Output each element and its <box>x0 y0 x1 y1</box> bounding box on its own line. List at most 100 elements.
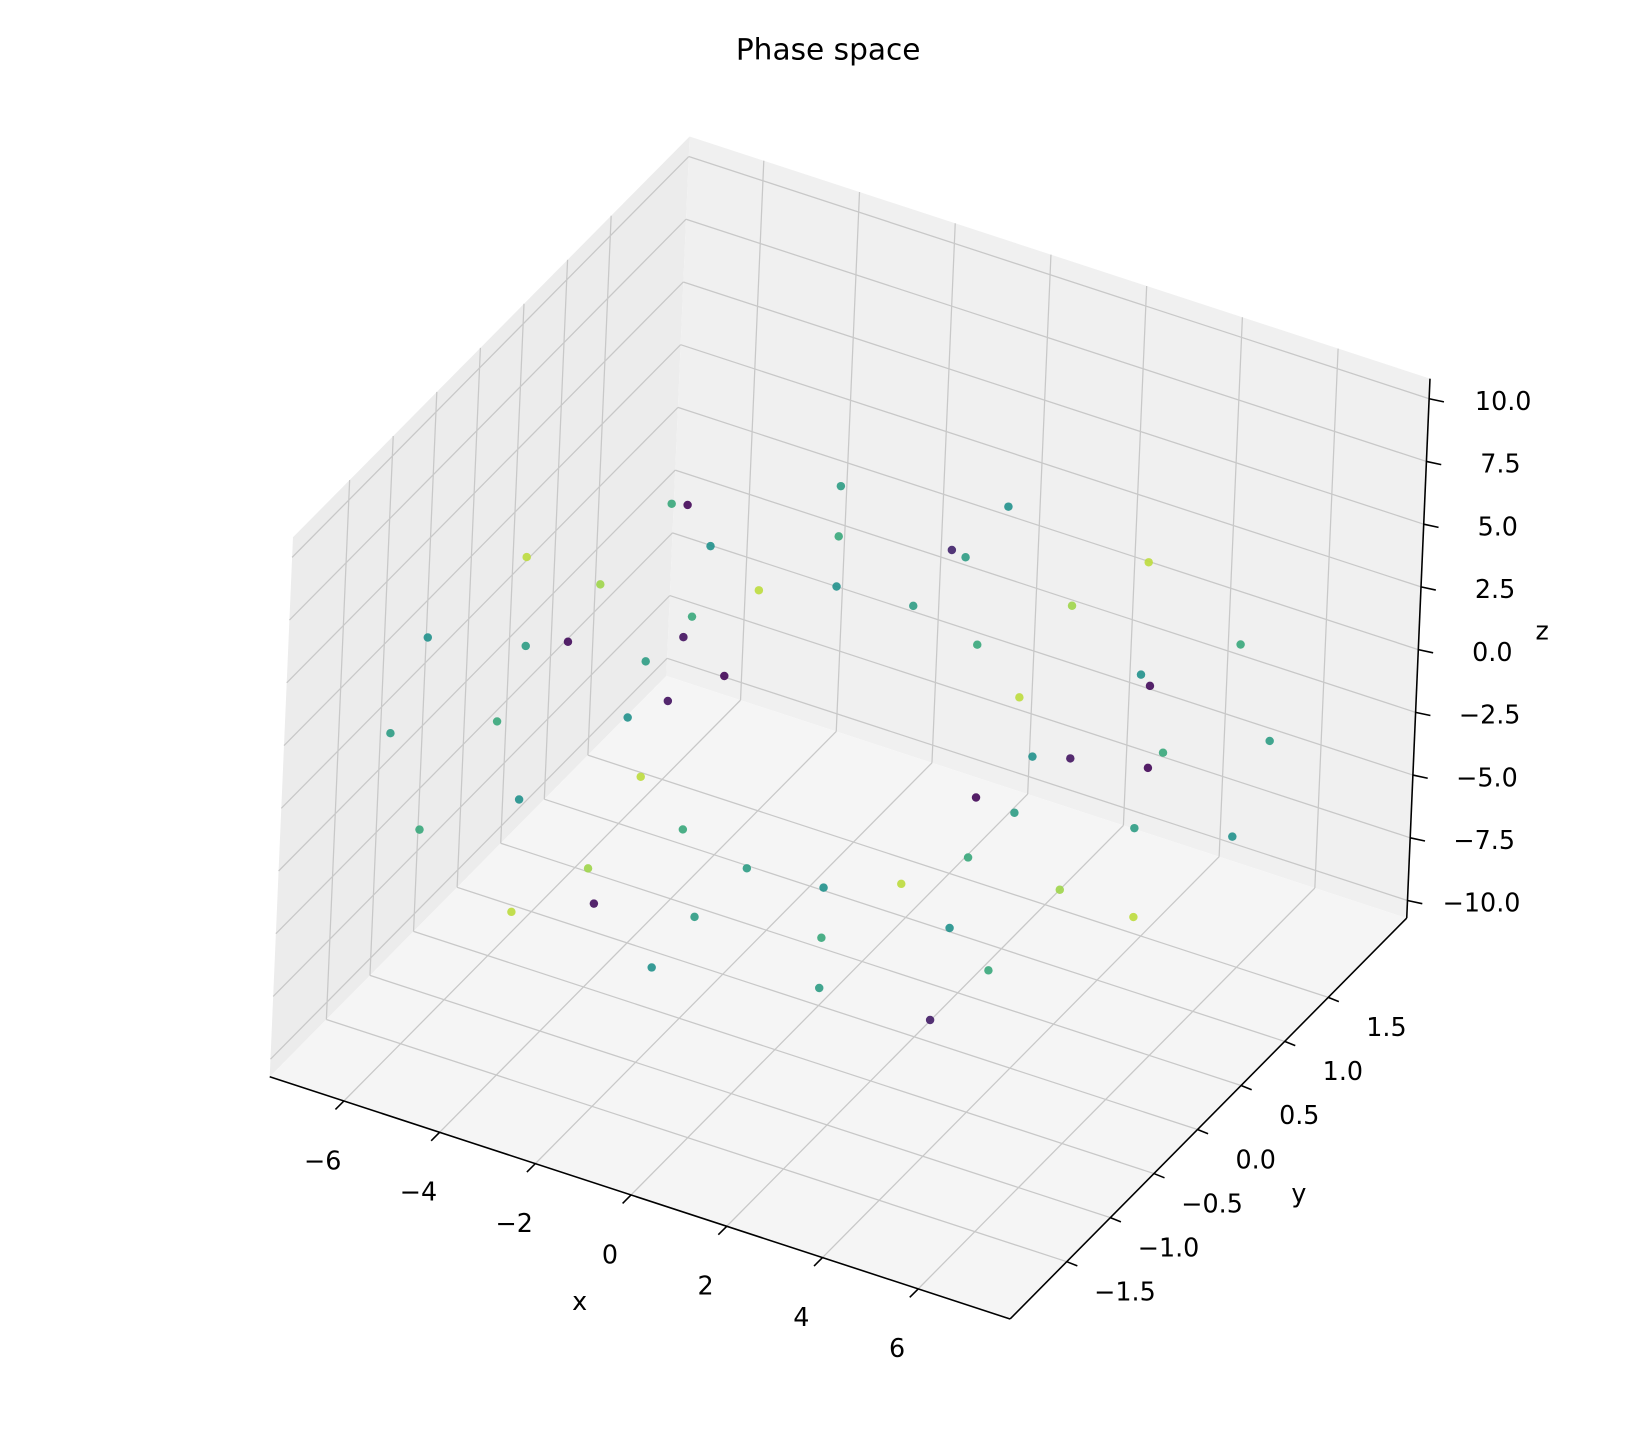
point <box>973 640 982 649</box>
z-tick-mark <box>1423 523 1439 529</box>
y-tick-label: −0.5 <box>1181 1188 1243 1218</box>
grid-line <box>270 657 668 1060</box>
grid-line <box>683 281 1424 525</box>
y-tick-mark <box>1110 1216 1122 1223</box>
point <box>1129 912 1138 922</box>
point <box>897 879 906 889</box>
x-tick-mark <box>717 1225 728 1236</box>
x-tick-mark <box>622 1194 632 1204</box>
point <box>596 580 605 589</box>
point <box>1067 601 1077 610</box>
point <box>667 499 676 509</box>
x-tick-mark <box>813 1257 824 1267</box>
grid-line <box>439 731 837 1133</box>
y-tick-mark <box>1066 1260 1078 1267</box>
point <box>984 966 993 975</box>
point <box>522 552 531 562</box>
point <box>423 633 433 642</box>
point <box>814 983 824 993</box>
grid-line <box>283 344 682 746</box>
point <box>1143 763 1153 773</box>
z-axis-line <box>1405 378 1431 919</box>
grid-line <box>369 435 394 976</box>
grid-line <box>675 469 1416 713</box>
grid-line <box>672 532 1414 776</box>
point <box>386 728 395 738</box>
point <box>720 671 729 681</box>
point <box>925 1015 935 1025</box>
point <box>521 641 530 651</box>
point <box>1055 885 1065 894</box>
z-tick-mark <box>1420 586 1436 591</box>
grid-line <box>291 156 690 558</box>
grid-line <box>917 887 1316 1290</box>
z-tick-mark <box>1412 774 1428 780</box>
x-axis-line <box>269 1075 1011 1320</box>
grid-line <box>286 281 684 684</box>
z-tick-label: −2.5 <box>1459 700 1521 730</box>
grid-line <box>280 406 679 809</box>
grid-line <box>278 469 676 872</box>
x-tick-label: −4 <box>400 1177 437 1207</box>
point <box>647 963 656 972</box>
point <box>945 923 954 933</box>
point <box>415 825 424 834</box>
point <box>507 907 516 917</box>
grid-line <box>326 1018 1067 1263</box>
z-tick-label: 7.5 <box>1480 449 1520 479</box>
point <box>1145 681 1155 691</box>
x-tick-mark <box>526 1163 536 1173</box>
grid-line <box>1218 317 1244 857</box>
y-tick-label: 1.5 <box>1366 1012 1406 1042</box>
point <box>1236 640 1245 649</box>
point <box>683 500 692 510</box>
point <box>690 912 699 922</box>
z-tick-label: −10.0 <box>1443 888 1521 918</box>
point <box>583 864 593 873</box>
z-tick-mark <box>1410 837 1426 842</box>
grid-line <box>500 842 1242 1087</box>
point <box>687 612 697 621</box>
x-tick-mark <box>334 1100 345 1111</box>
grid-line <box>822 856 1220 1259</box>
grid-line <box>587 215 612 756</box>
grid-line <box>288 218 687 621</box>
point <box>514 795 524 804</box>
x-tick-label: −2 <box>495 1208 532 1238</box>
point <box>492 717 502 726</box>
point <box>1265 736 1274 746</box>
point <box>1144 558 1153 567</box>
y-axis-line <box>1009 917 1408 1320</box>
z-tick-mark <box>1428 397 1445 403</box>
grid-line <box>343 699 741 1102</box>
point <box>563 637 573 647</box>
y-tick-mark <box>1284 1040 1296 1047</box>
y-tick-label: 0.0 <box>1236 1144 1276 1174</box>
x-tick-label: 4 <box>793 1302 809 1332</box>
grid-line <box>630 793 1029 1196</box>
y-tick-mark <box>1327 996 1340 1003</box>
z-tick-label: −7.5 <box>1453 825 1515 855</box>
z-tick-label: 10.0 <box>1475 386 1532 416</box>
x-tick-mark <box>909 1288 919 1298</box>
x-tick-label: −6 <box>304 1145 341 1175</box>
x-tick-label: 6 <box>889 1333 905 1363</box>
point <box>961 552 970 562</box>
point <box>754 586 764 595</box>
y-tick-label: 1.0 <box>1323 1056 1363 1086</box>
point <box>819 883 828 892</box>
point <box>641 657 650 666</box>
grid-line <box>1314 348 1339 889</box>
x-tick-label: 2 <box>698 1271 714 1301</box>
point <box>1066 754 1075 763</box>
grid-line <box>500 303 525 844</box>
point <box>1158 748 1168 757</box>
point <box>1228 832 1237 841</box>
grid-line <box>685 218 1427 463</box>
grid-line <box>835 191 861 732</box>
grid-line <box>456 347 482 888</box>
point <box>623 713 632 722</box>
point <box>947 545 957 555</box>
grid-line <box>544 798 1285 1043</box>
